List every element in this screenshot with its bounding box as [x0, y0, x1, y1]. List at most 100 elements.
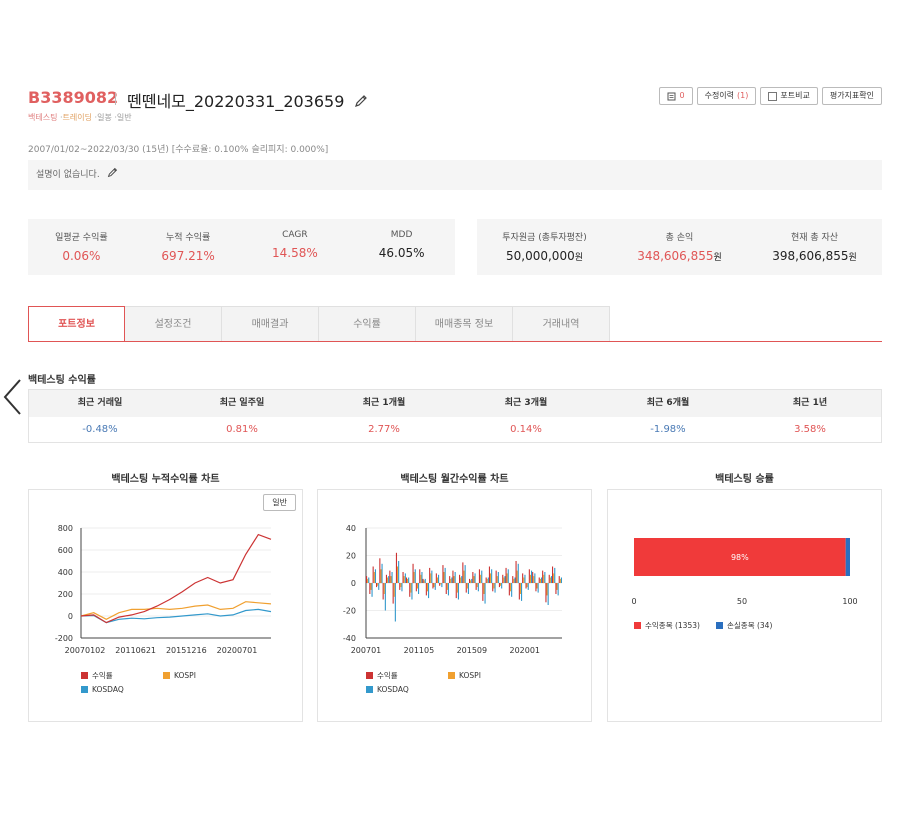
monthly-bar [445, 583, 447, 594]
monthly-bar [558, 576, 560, 583]
monthly-bar [385, 574, 388, 584]
stat-cagr: CAGR 14.58% [242, 219, 349, 275]
monthly-bar [536, 583, 538, 589]
monthly-bar [491, 569, 493, 584]
tab-transactions[interactable]: 거래내역 [513, 306, 610, 342]
tab-settings[interactable]: 설정조건 [125, 306, 222, 342]
monthly-bar [487, 577, 489, 583]
monthly-bar [454, 572, 456, 583]
monthly-bar [513, 578, 515, 583]
monthly-bar [464, 565, 466, 583]
stat-value: 14.58% [271, 246, 318, 260]
monthly-bar [366, 576, 368, 583]
monthly-bar [395, 552, 398, 584]
monthly-bar [405, 577, 408, 583]
monthly-bar [425, 583, 427, 596]
cumulative-chart-panel: 일반 -200 0 200 400 600 800 20070102 20110621 2015… [28, 489, 303, 722]
monthly-bar [500, 583, 502, 586]
monthly-bar [438, 574, 440, 584]
return-value: 3.58% [794, 424, 826, 435]
monthly-bar [409, 583, 411, 597]
tab-trade-results[interactable]: 매매결과 [222, 306, 319, 342]
tab-returns[interactable]: 수익률 [319, 306, 416, 342]
monthly-bar [393, 583, 395, 597]
y-tick-label: 600 [58, 546, 73, 555]
chevron-left-icon[interactable] [2, 378, 24, 418]
monthly-bar [433, 583, 435, 588]
monthly-bar [465, 583, 467, 593]
monthly-bar [382, 583, 384, 600]
stat-value: 50,000,000원 [506, 249, 583, 263]
monthly-bar [456, 583, 458, 593]
monthly-bar [392, 583, 394, 604]
monthly-bar [383, 583, 385, 594]
x-tick-label: 20200701 [217, 646, 258, 655]
monthly-bar [450, 578, 452, 583]
pencil-icon[interactable] [107, 167, 118, 178]
monthly-bar [435, 573, 437, 583]
cumulative-chart-title: 백테스팅 누적수익률 차트 [111, 474, 220, 485]
monthly-bar [519, 583, 522, 594]
monthly-bar [421, 572, 423, 583]
edit-history-button[interactable]: 수정이력 (1) [696, 87, 757, 105]
tab-stock-info[interactable]: 매매종목 정보 [416, 306, 513, 342]
asset-stats: 투자원금 (총투자평잔) 50,000,000원 총 손익 348,606,85… [477, 219, 882, 275]
monthly-bar [484, 583, 486, 604]
monthly-bar [378, 583, 380, 590]
monthly-bar [531, 570, 533, 583]
legend-label: 손실종목 (34) [727, 620, 772, 630]
stat-label: CAGR [282, 230, 308, 240]
win-rate-segment [634, 538, 846, 576]
legend-swatch [81, 686, 88, 693]
checkbox-icon[interactable] [768, 91, 778, 101]
tag-trading: 트레이딩 [62, 113, 92, 122]
tag-daily: 일봉 [97, 113, 112, 122]
monthly-bar [556, 583, 558, 590]
monthly-bar [471, 578, 473, 583]
memo-button[interactable]: 0 [659, 87, 693, 105]
pencil-icon[interactable] [354, 94, 368, 108]
monthly-bar [542, 570, 544, 583]
monthly-bar [539, 578, 542, 583]
monthly-bar [493, 583, 495, 589]
stat-label: 총 손익 [665, 233, 694, 243]
monthly-bar [463, 570, 465, 583]
monthly-bar [424, 578, 426, 583]
general-scale-button[interactable]: 일반 [263, 494, 296, 511]
monthly-bar [459, 574, 461, 584]
monthly-chart-title: 백테스팅 월간수익률 차트 [400, 474, 509, 485]
evaluation-button[interactable]: 평가지표확인 [821, 87, 882, 105]
return-stats: 일평균 수익률 0.06% 누적 수익률 697.21% CAGR 14.58%… [28, 219, 455, 275]
monthly-bar [388, 576, 390, 583]
monthly-bar [372, 566, 374, 583]
monthly-bar [469, 578, 471, 583]
monthly-bar [428, 583, 430, 599]
monthly-bar [451, 577, 453, 583]
x-tick-label: 20110621 [115, 646, 156, 655]
monthly-bar [381, 563, 383, 584]
portfolio-compare-button[interactable]: 포트비교 [760, 87, 818, 105]
cumulative-return-chart: -200 0 200 400 600 800 20070102 20110621 2015121… [55, 524, 272, 694]
monthly-bar [498, 583, 501, 588]
series-line [80, 533, 272, 624]
monthly-bar [410, 583, 412, 593]
monthly-bar [432, 583, 434, 589]
win-rate-segment [845, 538, 850, 576]
x-tick-label: 50 [737, 597, 747, 606]
y-tick-label: 800 [58, 524, 73, 533]
col-header: 최근 3개월 [504, 398, 548, 408]
monthly-bar [481, 570, 483, 583]
monthly-bar [467, 583, 470, 594]
legend-label: KOSDAQ [92, 685, 124, 694]
tab-portfolio-info[interactable]: 포트정보 [28, 306, 125, 342]
stat-label: 누적 수익률 [165, 233, 211, 243]
monthly-bar [422, 578, 424, 583]
monthly-bar [514, 577, 516, 583]
monthly-bar [394, 583, 396, 622]
col-header: 최근 1개월 [362, 398, 406, 408]
monthly-bar [418, 583, 420, 594]
tab-underline [28, 341, 882, 342]
monthly-bar [376, 583, 378, 588]
monthly-bar [369, 583, 371, 594]
monthly-bar [461, 576, 463, 583]
